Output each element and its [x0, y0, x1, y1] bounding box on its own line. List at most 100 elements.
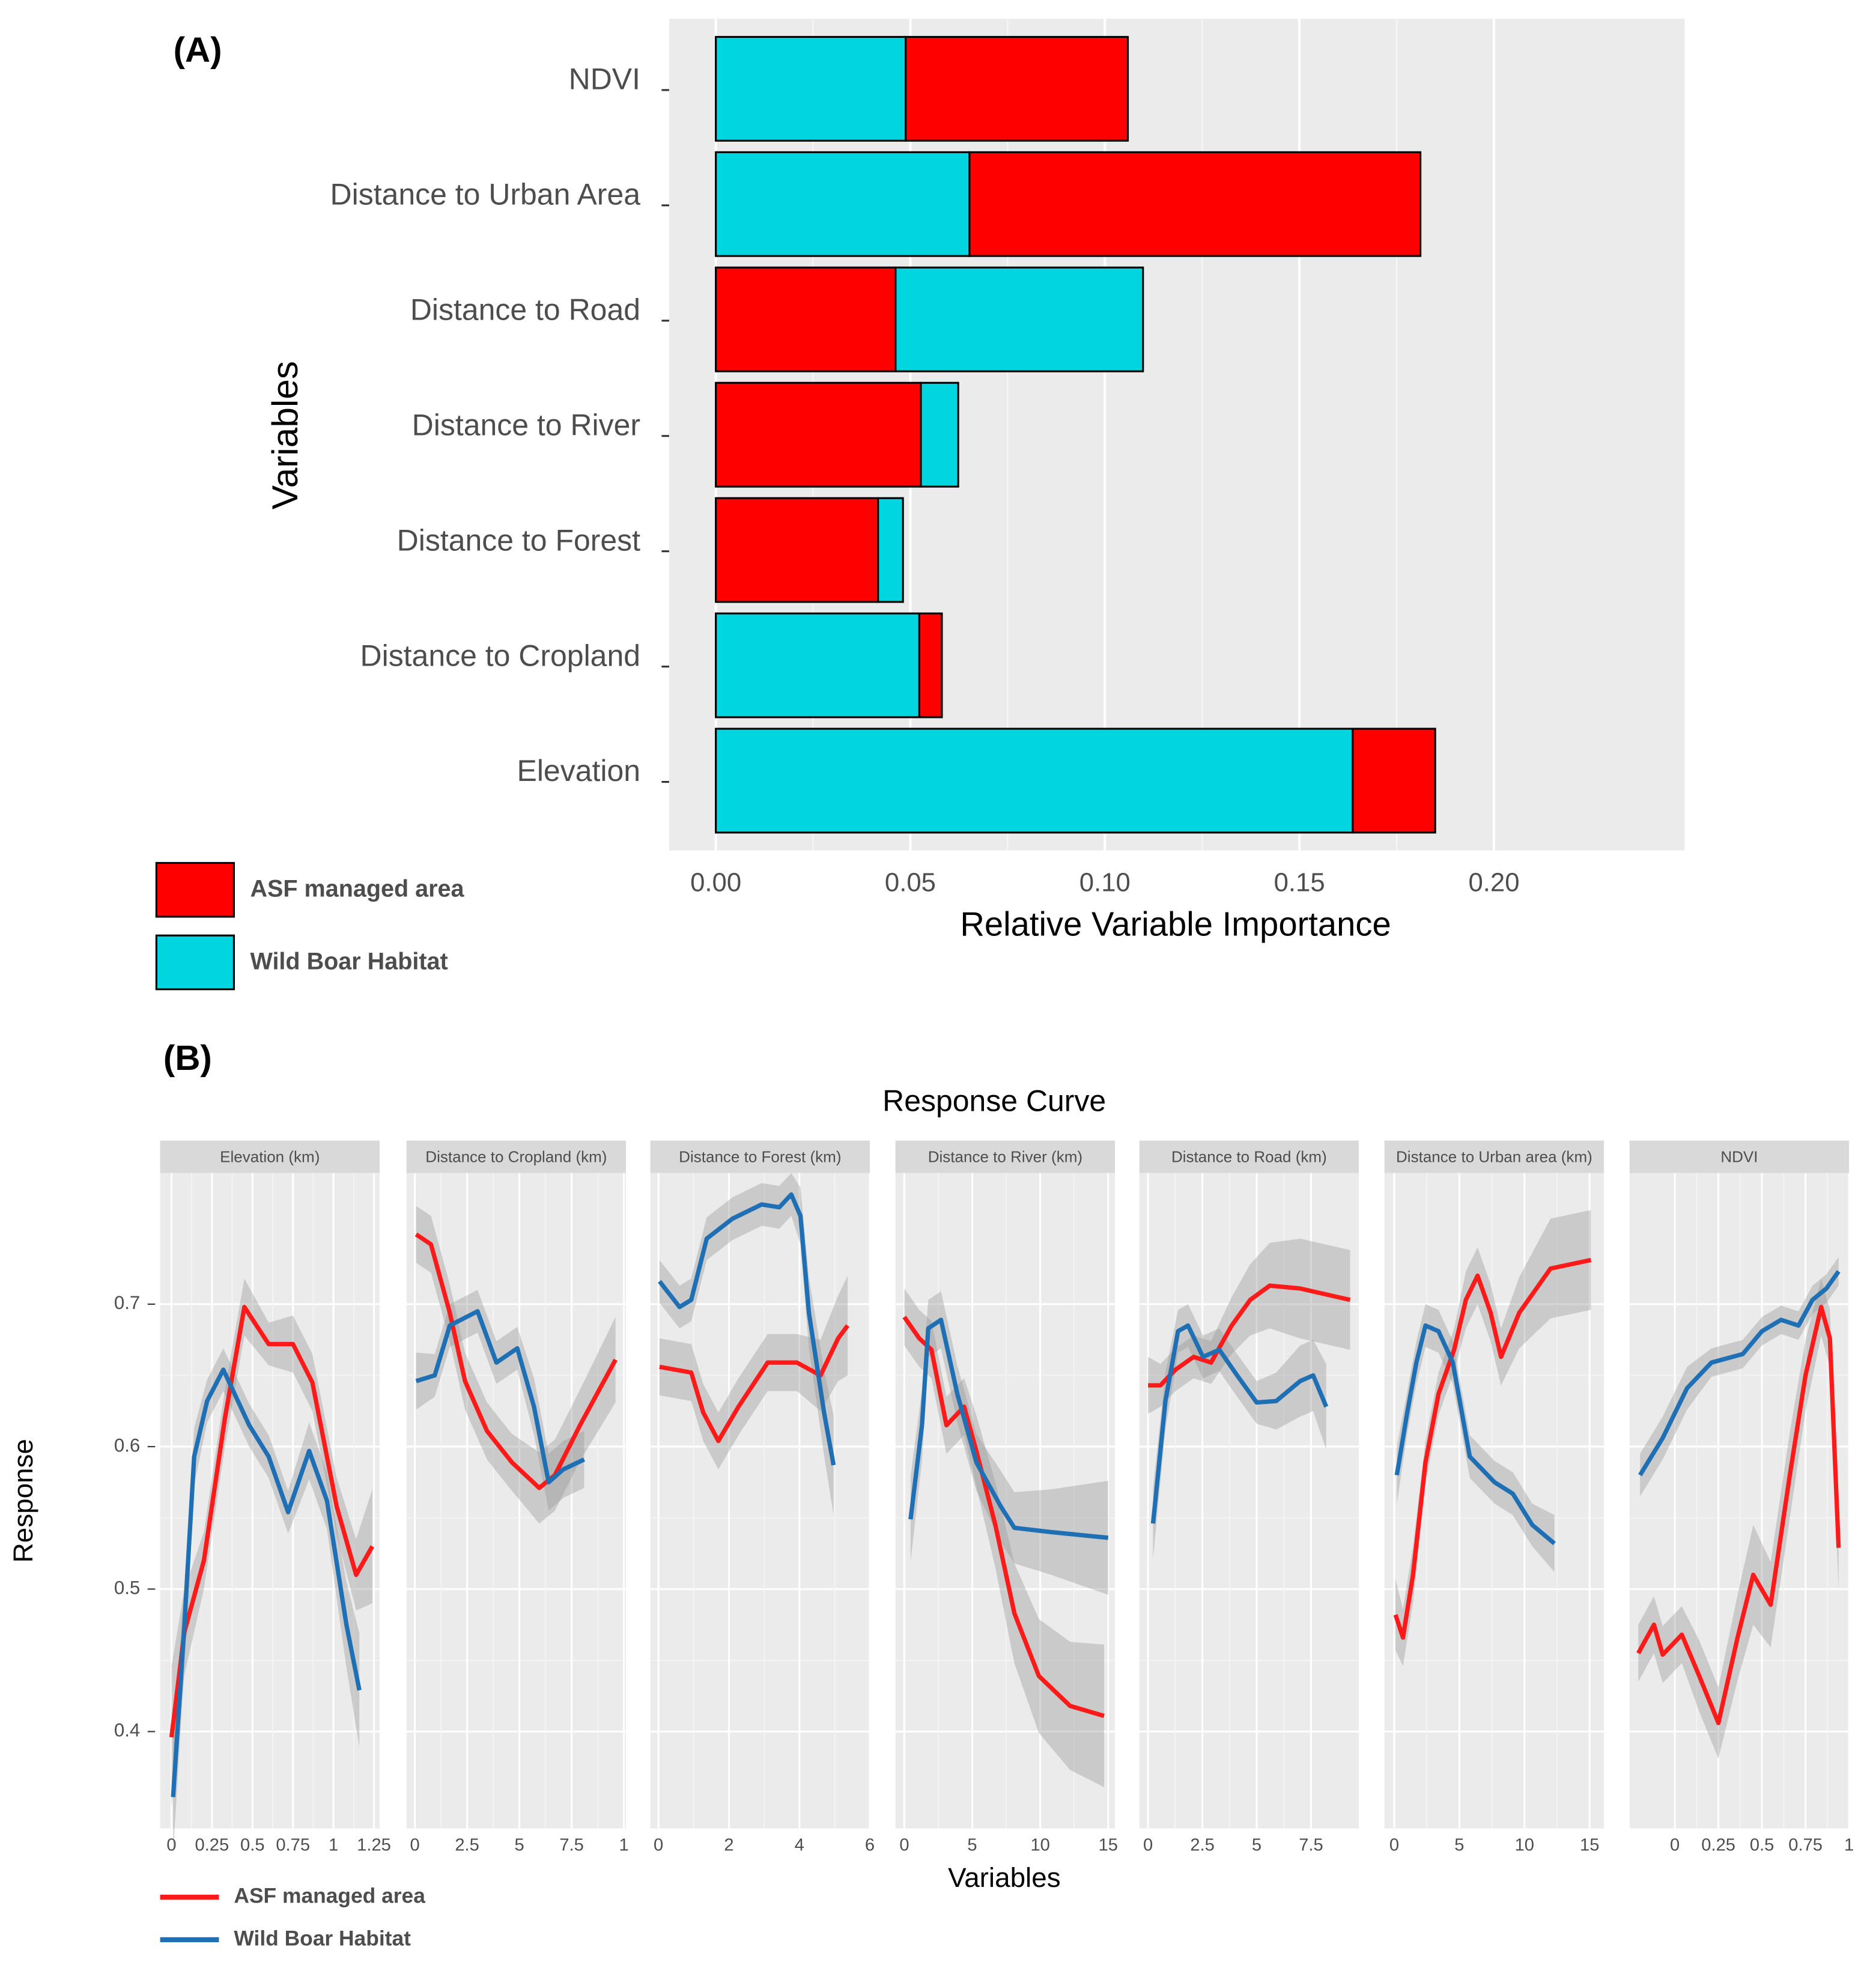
legend-label: Wild Boar Habitat	[234, 1927, 411, 1950]
response-line	[1394, 1323, 1556, 1546]
x-tick-label: 0.00	[690, 867, 741, 897]
confidence-band	[416, 1206, 616, 1524]
x-tick-label: 7.5	[559, 1836, 584, 1855]
bar-segment	[877, 497, 904, 603]
facet-panel	[650, 1173, 870, 1829]
x-tick-label: 0	[1389, 1836, 1399, 1855]
facet-panel	[895, 1173, 1116, 1829]
facet-strip	[1139, 1140, 1359, 1173]
bar-segment	[968, 151, 1422, 257]
bar-segment	[920, 381, 959, 488]
x-tick-label: 0.20	[1468, 867, 1519, 897]
y-tick-label: Distance to Forest	[397, 523, 640, 557]
confidence-band	[910, 1291, 1108, 1595]
facet-strip	[406, 1140, 627, 1173]
x-tick-label: 0.05	[885, 867, 936, 897]
facet-strip	[160, 1140, 380, 1173]
x-tick-label: 10	[1030, 1836, 1049, 1855]
panel-label: (A)	[174, 31, 222, 70]
x-tick-label: 0	[1143, 1836, 1153, 1855]
response-line	[169, 1305, 374, 1738]
bar-segment	[715, 727, 1354, 834]
x-tick-label: 0.75	[1788, 1836, 1823, 1855]
confidence-band	[173, 1348, 360, 1854]
legend-label: ASF managed area	[250, 876, 464, 902]
x-tick-label: 0.10	[1079, 867, 1131, 897]
x-tick-label: 6	[865, 1836, 875, 1855]
x-tick-label: 2.5	[455, 1836, 479, 1855]
x-axis-title: Relative Variable Importance	[960, 905, 1391, 943]
x-tick-label: 4	[795, 1836, 804, 1855]
x-tick-label: 0.25	[195, 1836, 229, 1855]
facet-strip	[1629, 1140, 1850, 1173]
facet-panel	[1139, 1173, 1359, 1829]
bar-segment	[715, 612, 920, 718]
facet-title: Distance to Forest (km)	[679, 1148, 841, 1166]
x-tick-label: 0.5	[240, 1836, 265, 1855]
facet-title: Elevation (km)	[220, 1148, 320, 1166]
confidence-band	[1640, 1257, 1839, 1497]
facet-title: NDVI	[1720, 1148, 1758, 1166]
legend-label: Wild Boar Habitat	[250, 948, 448, 974]
y-tick-label: Distance to Road	[410, 293, 640, 326]
confidence-band	[1148, 1238, 1350, 1414]
y-tick-label: 0.5	[114, 1578, 140, 1599]
chart-title: Response Curve	[882, 1084, 1106, 1117]
facet-panel	[160, 1173, 380, 1829]
x-tick-label: 0.75	[276, 1836, 310, 1855]
confidence-band	[171, 1278, 372, 1809]
response-line	[1150, 1323, 1329, 1524]
confidence-band	[1153, 1304, 1326, 1559]
y-tick-label: Distance to Cropland	[360, 639, 640, 672]
confidence-band	[1638, 1278, 1839, 1759]
x-tick-label: 0	[899, 1836, 909, 1855]
response-line	[1636, 1305, 1841, 1725]
y-tick-label: Distance to River	[412, 408, 640, 442]
x-tick-label: 0	[166, 1836, 176, 1855]
facet-strip	[895, 1140, 1116, 1173]
y-axis-title: Response	[8, 1439, 38, 1563]
confidence-band	[1397, 1304, 1555, 1572]
x-tick-label: 0	[1670, 1836, 1680, 1855]
response-line	[659, 1324, 850, 1444]
facet-title: Distance to River (km)	[928, 1148, 1082, 1166]
response-line	[1393, 1257, 1592, 1640]
bar-segment	[715, 381, 922, 488]
bar-segment	[715, 266, 897, 372]
bar-segment	[1352, 727, 1436, 834]
facet-title: Distance to Road (km)	[1171, 1148, 1327, 1166]
x-tick-label: 5	[967, 1836, 977, 1855]
x-tick-label: 1	[1844, 1836, 1854, 1855]
bar-segment	[715, 151, 971, 257]
y-axis-title: Variables	[264, 361, 305, 509]
bar-segment	[715, 35, 907, 142]
y-tick-label: 0.7	[114, 1292, 140, 1313]
x-tick-label: 0	[654, 1836, 663, 1855]
response-line	[414, 1232, 618, 1490]
facet-strip	[650, 1140, 870, 1173]
response-line	[908, 1317, 1109, 1540]
x-tick-label: 15	[1099, 1836, 1118, 1855]
y-tick-label: NDVI	[569, 62, 640, 96]
x-tick-label: 2	[724, 1836, 733, 1855]
x-tick-label: 5	[1252, 1836, 1261, 1855]
y-tick-label: 0.4	[114, 1720, 140, 1741]
facet-strip	[1384, 1140, 1604, 1173]
response-line	[171, 1367, 362, 1797]
x-tick-label: 0.15	[1274, 867, 1325, 897]
response-line	[1638, 1270, 1841, 1477]
y-tick-label: 0.6	[114, 1435, 140, 1456]
confidence-band	[904, 1288, 1104, 1787]
x-tick-label: 15	[1580, 1836, 1599, 1855]
x-tick-label: 1.25	[357, 1836, 391, 1855]
y-tick-label: Elevation	[517, 754, 640, 788]
response-line	[415, 1309, 586, 1485]
facet-title: Distance to Cropland (km)	[425, 1148, 607, 1166]
bar-segment	[715, 497, 879, 603]
x-tick-label: 1	[329, 1836, 338, 1855]
bar-segment	[905, 35, 1129, 142]
x-tick-label: 7.5	[1299, 1836, 1323, 1855]
legend-label: ASF managed area	[234, 1884, 425, 1908]
legend-swatch	[155, 934, 235, 991]
y-tick-label: Distance to Urban Area	[330, 177, 641, 211]
